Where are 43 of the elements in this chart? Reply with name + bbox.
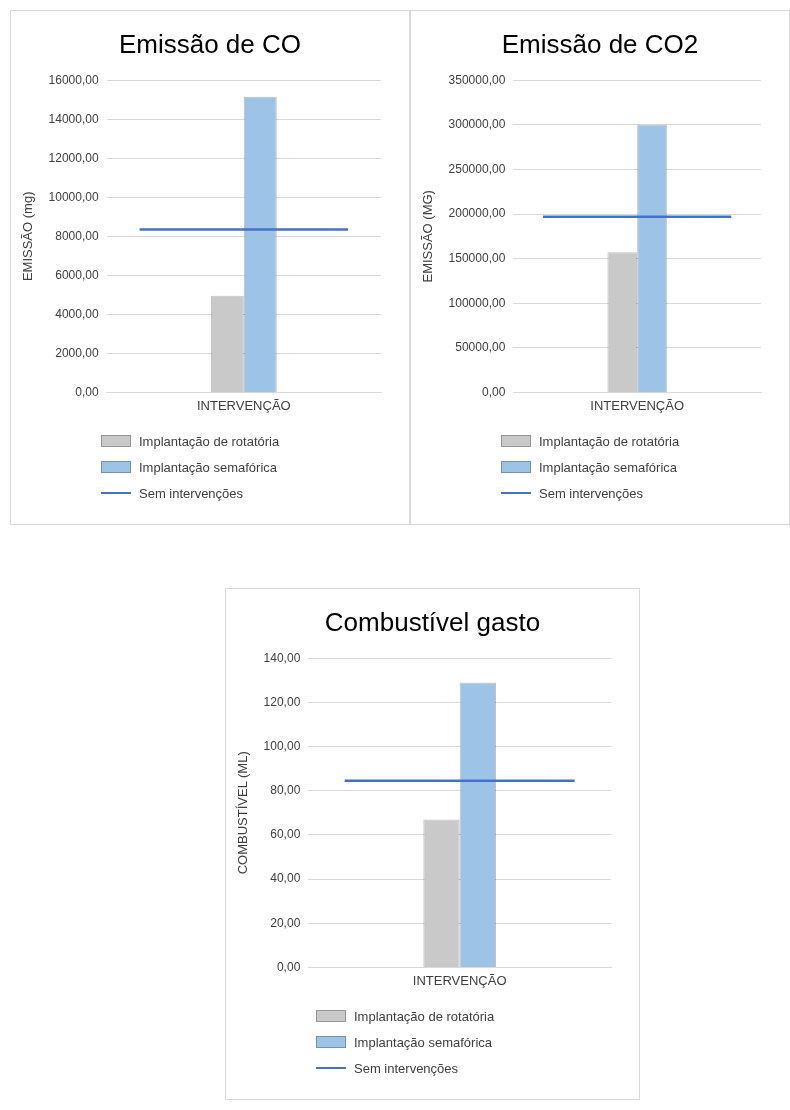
- y-tick-label: 60,00: [270, 827, 301, 842]
- legend-label: Sem intervenções: [539, 485, 644, 501]
- legend-label: Implantação de rotatória: [354, 1008, 495, 1024]
- y-tick-label: 50000,00: [455, 340, 506, 355]
- y-tick-label: 12000,00: [48, 150, 99, 165]
- y-tick-label: 200000,00: [448, 206, 506, 221]
- y-tick-label: 8000,00: [55, 228, 99, 243]
- y-tick-label: 350000,00: [448, 72, 506, 87]
- y-tick-label: 80,00: [270, 783, 301, 798]
- y-tick-label: 100000,00: [448, 295, 506, 310]
- y-tick-label: 40,00: [270, 871, 301, 886]
- y-tick-label: 0,00: [75, 384, 99, 399]
- legend-label: Implantação semafórica: [354, 1034, 493, 1050]
- legend-label: Sem intervenções: [139, 485, 244, 501]
- chart-title: Combustível gasto: [323, 607, 542, 639]
- y-tick-label: 4000,00: [55, 306, 99, 321]
- x-tick-label: INTERVENÇÃO: [590, 397, 684, 413]
- legend-label: Implantação semafórica: [139, 459, 278, 475]
- legend-label: Implantação semafórica: [539, 459, 678, 475]
- legend-label: Sem intervenções: [354, 1060, 459, 1076]
- y-tick-label: 250000,00: [448, 161, 506, 176]
- y-tick-label: 120,00: [263, 694, 301, 709]
- y-tick-label: 10000,00: [48, 189, 99, 204]
- y-tick-label: 300000,00: [448, 117, 506, 132]
- y-axis-title: EMISSÃO (MG): [420, 190, 436, 283]
- y-tick-label: 16000,00: [48, 72, 99, 87]
- x-tick-label: INTERVENÇÃO: [196, 397, 291, 413]
- legend-label: Implantação de rotatória: [139, 433, 280, 449]
- y-tick-label: 100,00: [263, 738, 301, 753]
- chart-title: Emissão de CO: [117, 29, 303, 61]
- y-axis-title: COMBUSTÍVEL (ML): [235, 751, 251, 875]
- y-tick-label: 0,00: [481, 384, 506, 399]
- x-tick-label: INTERVENÇÃO: [412, 972, 507, 988]
- legend-label: Implantação de rotatória: [539, 433, 680, 449]
- y-tick-label: 2000,00: [55, 345, 99, 360]
- y-tick-label: 150000,00: [448, 250, 506, 265]
- y-axis-title: EMISSÃO (mg): [20, 191, 36, 282]
- y-tick-label: 20,00: [270, 915, 301, 930]
- y-tick-label: 6000,00: [55, 267, 99, 282]
- chart-title: Emissão de CO2: [500, 29, 700, 61]
- y-tick-label: 0,00: [276, 959, 301, 974]
- y-tick-label: 140,00: [263, 650, 301, 665]
- y-tick-label: 14000,00: [48, 111, 99, 126]
